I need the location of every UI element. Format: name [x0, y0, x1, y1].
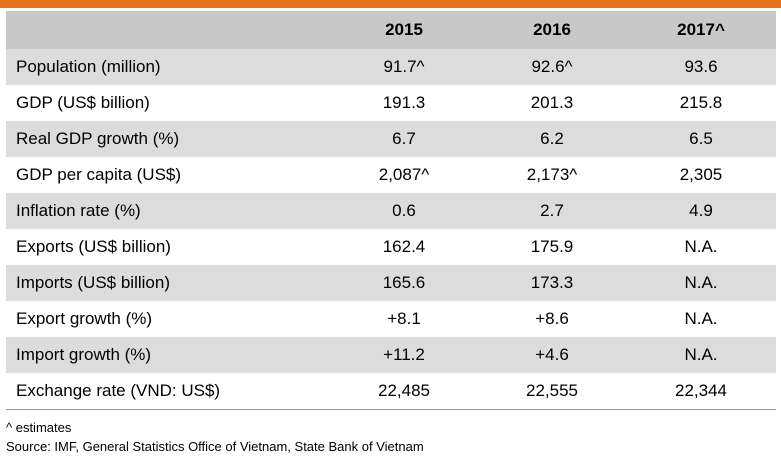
- cell-value: +8.1: [387, 309, 421, 328]
- cell-value: 173.3: [478, 265, 626, 301]
- row-label: Inflation rate (%): [6, 193, 330, 229]
- row-label: Exchange rate (VND: US$): [6, 373, 330, 410]
- table-row: Exchange rate (VND: US$) 22,485 22,555 2…: [6, 373, 776, 410]
- header-cell-2017: 2017^: [626, 11, 776, 49]
- cell-value: +4.6: [478, 337, 626, 373]
- cell-value: +8.6: [535, 309, 569, 328]
- table-row: Exports (US$ billion) 162.4 175.9 N.A.: [6, 229, 776, 265]
- table-row: Inflation rate (%) 0.6 2.7 4.9: [6, 193, 776, 229]
- row-label: Real GDP growth (%): [6, 121, 330, 157]
- cell-value: 91.7^: [330, 49, 478, 85]
- cell-value: 165.6: [330, 265, 478, 301]
- table-footnotes: ^ estimates Source: IMF, General Statist…: [6, 418, 424, 456]
- table-row: Import growth (%) +11.2 +4.6 N.A.: [6, 337, 776, 373]
- cell-value: 2,305: [679, 165, 723, 184]
- cell-value: 191.3: [382, 93, 426, 112]
- cell-value: N.A.: [684, 309, 718, 328]
- table-header-row: 2015 2016 2017^: [6, 11, 776, 49]
- table-row: GDP per capita (US$) 2,087^ 2,173^ 2,305: [6, 157, 776, 193]
- table-row: Population (million) 91.7^ 92.6^ 93.6: [6, 49, 776, 85]
- row-label: GDP per capita (US$): [16, 165, 182, 184]
- cell-value: N.A.: [626, 337, 776, 373]
- cell-value: 6.5: [626, 121, 776, 157]
- cell-value: 22,344: [626, 373, 776, 410]
- header-cell-label: [6, 11, 330, 49]
- cell-value: 22,485: [330, 373, 478, 410]
- row-label: Population (million): [6, 49, 330, 85]
- header-cell-2016: 2016: [478, 11, 626, 49]
- cell-value: +11.2: [330, 337, 478, 373]
- cell-value: N.A.: [626, 265, 776, 301]
- row-label: Import growth (%): [6, 337, 330, 373]
- estimates-note: ^ estimates: [6, 420, 72, 435]
- cell-value: 215.8: [679, 93, 723, 112]
- cell-value: 92.6^: [478, 49, 626, 85]
- cell-value: 0.6: [330, 193, 478, 229]
- row-label: Export growth (%): [16, 309, 153, 328]
- source-note: Source: IMF, General Statistics Office o…: [6, 439, 424, 454]
- row-label: Imports (US$ billion): [6, 265, 330, 301]
- row-label: GDP (US$ billion): [16, 93, 150, 112]
- cell-value: 93.6: [626, 49, 776, 85]
- table-row: Imports (US$ billion) 165.6 173.3 N.A.: [6, 265, 776, 301]
- table-row: Export growth (%) +8.1 +8.6 N.A.: [6, 301, 776, 337]
- cell-value: 4.9: [626, 193, 776, 229]
- header-cell-2015: 2015: [330, 11, 478, 49]
- cell-value: 2.7: [478, 193, 626, 229]
- row-label: Exports (US$ billion): [16, 237, 171, 256]
- cell-value: 22,555: [478, 373, 626, 410]
- cell-value: 2,173^: [526, 165, 578, 184]
- table-row: Real GDP growth (%) 6.7 6.2 6.5: [6, 121, 776, 157]
- cell-value: 2,087^: [378, 165, 430, 184]
- economic-indicators-table: 2015 2016 2017^ Population (million) 91.…: [6, 11, 776, 410]
- cell-value: 6.7: [330, 121, 478, 157]
- cell-value: 6.2: [478, 121, 626, 157]
- cell-value: 201.3: [530, 93, 574, 112]
- cell-value: 175.9: [530, 237, 574, 256]
- cell-value: N.A.: [684, 237, 718, 256]
- table-row: GDP (US$ billion) 191.3 201.3 215.8: [6, 85, 776, 121]
- cell-value: 162.4: [382, 237, 426, 256]
- top-accent-bar: [0, 0, 781, 8]
